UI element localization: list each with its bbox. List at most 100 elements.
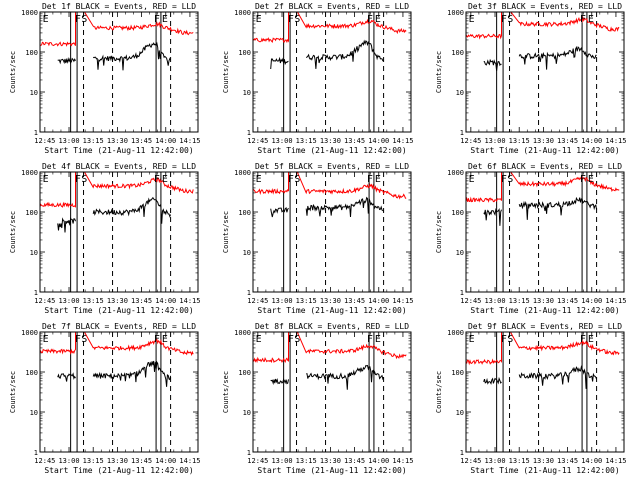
panel-title: Det 2f BLACK = Events, RED = LLD (255, 2, 409, 11)
y-tick-label: 1000 (21, 9, 38, 17)
x-tick-label: 13:30 (533, 457, 554, 465)
y-tick-label: 1 (34, 449, 38, 457)
x-tick-label: 13:00 (58, 137, 79, 145)
panel-title: Det 4f BLACK = Events, RED = LLD (42, 162, 196, 171)
lld-series (466, 332, 620, 366)
phase-marker-f: F (154, 174, 160, 185)
y-tick-label: 10 (456, 89, 464, 97)
phase-marker-s: S (294, 334, 300, 345)
y-tick-label: 1 (247, 289, 251, 297)
phase-marker-e: E (469, 14, 475, 25)
x-tick-label: 12:45 (247, 297, 268, 305)
phase-marker-e: E (256, 174, 262, 185)
y-tick-label: 100 (451, 209, 464, 217)
y-tick-label: 1 (460, 289, 464, 297)
y-axis-label: Counts/sec (9, 371, 17, 413)
phase-marker-f: F (288, 14, 294, 25)
x-tick-label: 14:00 (368, 297, 389, 305)
phase-marker-f: F (75, 334, 81, 345)
x-axis-label: Start Time (21-Aug-11 12:42:00) (257, 146, 406, 155)
x-tick-label: 13:45 (131, 297, 152, 305)
detector-panel: Det 7f BLACK = Events, RED = LLD Start Ti… (9, 322, 200, 475)
x-axis-label: Start Time (21-Aug-11 12:42:00) (470, 466, 619, 475)
x-tick-label: 13:15 (509, 457, 530, 465)
x-tick-label: 13:00 (271, 457, 292, 465)
phase-marker-s: S (81, 14, 87, 25)
detector-panel: Det 8f BLACK = Events, RED = LLD Start Ti… (222, 322, 413, 475)
detector-panel: Det 6f BLACK = Events, RED = LLD Start Ti… (435, 162, 626, 315)
phase-marker-s: S (507, 14, 513, 25)
x-tick-label: 13:45 (557, 457, 578, 465)
events-line (92, 41, 172, 71)
events-series (483, 45, 597, 71)
lld-series (253, 332, 407, 364)
x-tick-label: 12:45 (460, 137, 481, 145)
phase-marker-e: E (469, 174, 475, 185)
y-tick-label: 100 (25, 369, 38, 377)
events-series (270, 364, 385, 390)
lld-line (40, 12, 194, 47)
lld-line (253, 172, 407, 200)
detector-panel: Det 1f BLACK = Events, RED = LLD Start Ti… (9, 2, 200, 155)
x-tick-label: 14:00 (368, 457, 389, 465)
phase-marker-f: F (501, 334, 507, 345)
x-tick-label: 13:15 (83, 137, 104, 145)
y-tick-label: 10 (243, 409, 251, 417)
phase-marker-f: F (367, 174, 373, 185)
plot-frame (252, 11, 412, 133)
lld-series (40, 12, 194, 47)
detector-panel: Det 5f BLACK = Events, RED = LLD Start Ti… (222, 162, 413, 315)
x-tick-label: 13:45 (344, 137, 365, 145)
x-tick-label: 14:00 (581, 297, 602, 305)
plot-frame (39, 11, 199, 133)
x-tick-label: 13:30 (320, 457, 341, 465)
phase-marker-e: E (588, 14, 594, 25)
y-tick-label: 10 (456, 249, 464, 257)
y-tick-label: 100 (25, 49, 38, 57)
phase-marker-f: F (501, 174, 507, 185)
lld-line (466, 332, 620, 366)
x-tick-label: 13:30 (320, 137, 341, 145)
x-tick-label: 14:00 (581, 457, 602, 465)
x-tick-label: 13:30 (107, 297, 128, 305)
y-tick-label: 1 (460, 449, 464, 457)
phase-marker-e: E (43, 14, 49, 25)
phase-marker-e: E (375, 14, 381, 25)
y-tick-label: 1 (247, 449, 251, 457)
x-tick-label: 13:30 (533, 297, 554, 305)
x-axis-label: Start Time (21-Aug-11 12:42:00) (44, 146, 193, 155)
plot-frame (465, 171, 625, 293)
x-tick-label: 13:00 (271, 297, 292, 305)
x-tick-label: 12:45 (247, 457, 268, 465)
phase-marker-f: F (367, 14, 373, 25)
y-tick-label: 10 (30, 249, 38, 257)
x-tick-label: 13:00 (58, 457, 79, 465)
x-tick-label: 13:15 (83, 457, 104, 465)
x-tick-label: 14:15 (605, 137, 626, 145)
detector-panel: Det 2f BLACK = Events, RED = LLD Start Ti… (222, 2, 413, 155)
detector-panel: Det 9f BLACK = Events, RED = LLD Start Ti… (435, 322, 626, 475)
y-tick-label: 1000 (21, 169, 38, 177)
x-tick-label: 13:30 (533, 137, 554, 145)
y-tick-label: 1 (247, 129, 251, 137)
phase-marker-e: E (375, 334, 381, 345)
panel-title: Det 3f BLACK = Events, RED = LLD (468, 2, 622, 11)
phase-marker-s: S (81, 334, 87, 345)
x-tick-label: 12:45 (247, 137, 268, 145)
x-axis-label: Start Time (21-Aug-11 12:42:00) (44, 466, 193, 475)
phase-marker-s: S (507, 174, 513, 185)
x-tick-label: 13:15 (509, 297, 530, 305)
x-tick-label: 13:45 (344, 457, 365, 465)
events-line (92, 196, 172, 224)
events-series (57, 196, 172, 233)
y-tick-label: 100 (238, 209, 251, 217)
phase-marker-e: E (588, 174, 594, 185)
x-tick-label: 14:15 (392, 457, 413, 465)
x-tick-label: 12:45 (460, 297, 481, 305)
plot-frame (252, 331, 412, 453)
phase-marker-f: F (288, 174, 294, 185)
lld-series (40, 332, 194, 357)
phase-marker-e: E (162, 14, 168, 25)
y-axis-label: Counts/sec (435, 371, 443, 413)
